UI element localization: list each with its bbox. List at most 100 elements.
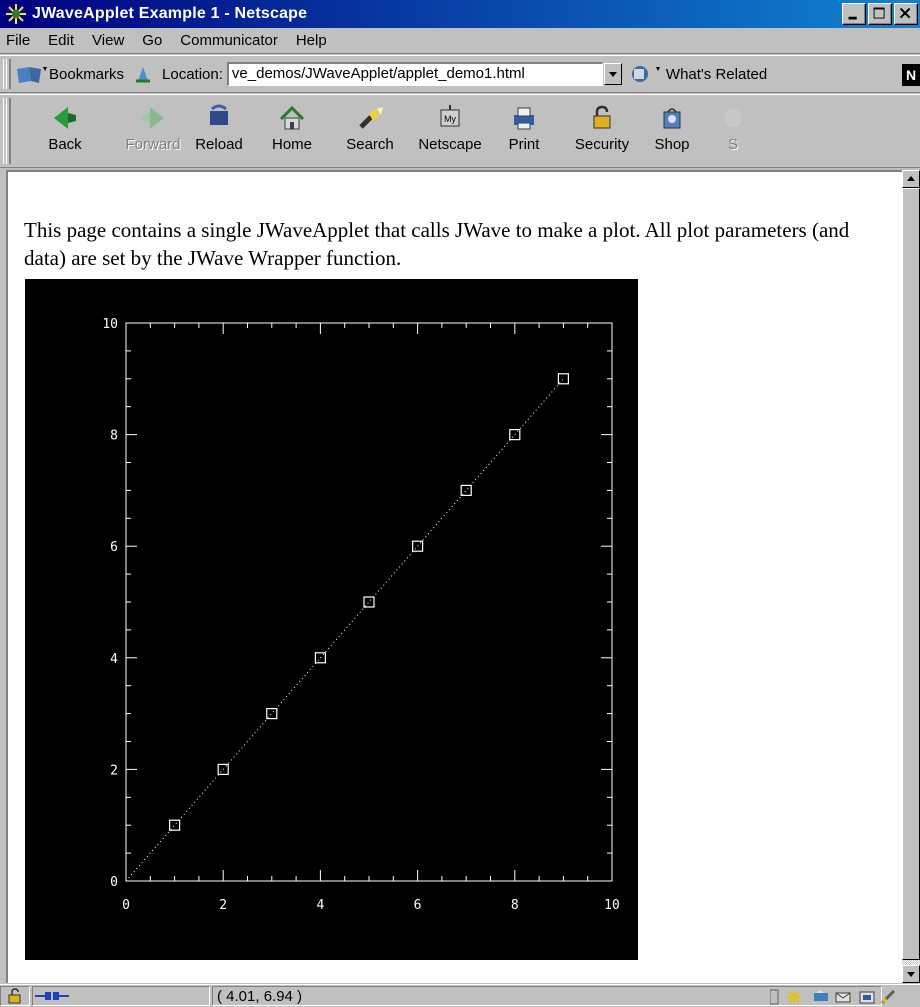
lock-status-icon [8, 988, 21, 1004]
jwave-plot: 0 2 4 6 8 10 0 2 4 6 8 10 [102, 317, 620, 913]
x-tick-label: 8 [511, 898, 519, 913]
stop-label: S [727, 136, 738, 153]
x-tick-label: 0 [122, 898, 130, 913]
page-content: This page contains a single JWaveApplet … [6, 170, 902, 983]
whats-related-button[interactable]: What's Related [628, 63, 767, 85]
data-point-marker [460, 484, 472, 496]
print-button[interactable]: Print [492, 95, 556, 167]
data-point-marker [509, 429, 521, 441]
data-point-marker [266, 708, 278, 720]
maximize-button[interactable] [868, 3, 892, 25]
minimize-button[interactable] [842, 3, 866, 25]
menu-file[interactable]: File [6, 32, 31, 49]
connection-plug-icon [35, 992, 69, 1000]
status-bar: ( 4.01, 6.94 ) [0, 984, 920, 1007]
whats-related-label: What's Related [665, 65, 768, 83]
data-point-marker [412, 540, 424, 552]
x-tick-label: 4 [316, 898, 324, 913]
back-arrow-icon [54, 107, 76, 129]
intro-paragraph: This page contains a single JWaveApplet … [24, 218, 850, 270]
status-message: ( 4.01, 6.94 ) [212, 986, 882, 1006]
back-label: Back [48, 136, 82, 153]
stop-icon [724, 109, 742, 127]
data-point-marker [557, 373, 570, 385]
status-text: ( 4.01, 6.94 ) [217, 987, 303, 1005]
bookmarks-icon [17, 67, 47, 83]
netscape-starburst-icon [6, 4, 26, 24]
window-title: JWaveApplet Example 1 - Netscape [32, 5, 308, 22]
y-tick-label: 0 [110, 875, 118, 890]
y-tick-label: 8 [110, 429, 118, 444]
print-label: Print [508, 136, 540, 153]
back-button[interactable]: Back [43, 95, 87, 167]
connection-status [32, 986, 210, 1006]
toolbar-grip[interactable] [3, 59, 11, 89]
menu-edit[interactable]: Edit [48, 32, 75, 49]
series-line [125, 378, 564, 882]
y-tick-label: 4 [110, 652, 118, 667]
x-tick-label: 2 [219, 898, 227, 913]
menu-communicator[interactable]: Communicator [180, 32, 278, 49]
forward-button[interactable]: Forward [121, 95, 185, 167]
forward-label: Forward [125, 136, 181, 153]
scroll-thumb[interactable] [902, 188, 920, 960]
security-label: Security [574, 136, 630, 153]
reload-icon [210, 104, 228, 125]
location-page-icon[interactable] [132, 63, 154, 85]
data-point-marker [363, 596, 375, 608]
padlock-icon [593, 105, 611, 129]
whats-related-icon [631, 66, 660, 82]
x-tick-label: 10 [604, 898, 620, 913]
y-tick-label: 2 [110, 763, 118, 778]
stop-button[interactable]: S [718, 95, 748, 167]
y-tick-label: 6 [110, 540, 118, 555]
title-bar[interactable]: JWaveApplet Example 1 - Netscape [0, 0, 920, 28]
security-status-icon[interactable] [0, 986, 30, 1006]
home-button[interactable]: Home [260, 95, 324, 167]
data-point-marker [314, 652, 326, 664]
nav-toolbar-grip[interactable] [3, 98, 11, 164]
location-toolbar: Bookmarks Location: ve_demos/JWaveApplet… [0, 55, 920, 93]
home-label: Home [271, 136, 312, 153]
data-point-marker [169, 819, 181, 831]
close-button[interactable] [894, 3, 918, 25]
jwave-applet[interactable]: 0 2 4 6 8 10 0 2 4 6 8 10 [25, 279, 638, 960]
vertical-scrollbar[interactable] [902, 170, 920, 983]
printer-icon [514, 107, 534, 130]
close-icon [899, 7, 911, 19]
menu-go[interactable]: Go [142, 32, 163, 49]
bookmarks-label: Bookmarks [49, 65, 125, 83]
netscape-label: Netscape [418, 136, 482, 153]
forward-arrow-icon [142, 107, 164, 129]
url-history-dropdown[interactable] [603, 63, 622, 85]
svg-text:My: My [444, 114, 456, 124]
maximize-icon [873, 7, 885, 19]
search-label: Search [346, 136, 394, 153]
location-label: Location: [162, 65, 223, 83]
data-point-marker [217, 763, 229, 775]
security-button[interactable]: Security [566, 95, 638, 167]
menu-help[interactable]: Help [295, 32, 327, 49]
shopping-bag-icon [663, 108, 681, 129]
shop-button[interactable]: Shop [640, 95, 704, 167]
scroll-up-button[interactable] [902, 170, 920, 188]
scroll-down-button[interactable] [902, 965, 920, 983]
reload-label: Reload [195, 136, 243, 153]
y-tick-label: 10 [102, 317, 118, 332]
search-flashlight-icon [359, 107, 383, 129]
menu-bar: File Edit View Go Communicator Help [0, 28, 920, 54]
reload-button[interactable]: Reload [187, 95, 251, 167]
netscape-logo-icon[interactable]: N [902, 64, 920, 86]
search-button[interactable]: Search [338, 95, 402, 167]
menu-view[interactable]: View [92, 32, 125, 49]
component-bar-icons[interactable] [770, 988, 900, 1006]
x-tick-label: 6 [414, 898, 422, 913]
minimize-icon [848, 16, 857, 20]
url-input[interactable]: ve_demos/JWaveApplet/applet_demo1.html [226, 62, 603, 86]
navigation-toolbar: Back Forward Reload Home Search My Netsc… [0, 94, 920, 168]
home-icon [279, 105, 305, 130]
shop-label: Shop [654, 136, 690, 153]
bookmarks-button[interactable]: Bookmarks [15, 63, 124, 85]
my-netscape-button[interactable]: My Netscape [410, 95, 490, 167]
my-netscape-icon: My [440, 105, 460, 127]
